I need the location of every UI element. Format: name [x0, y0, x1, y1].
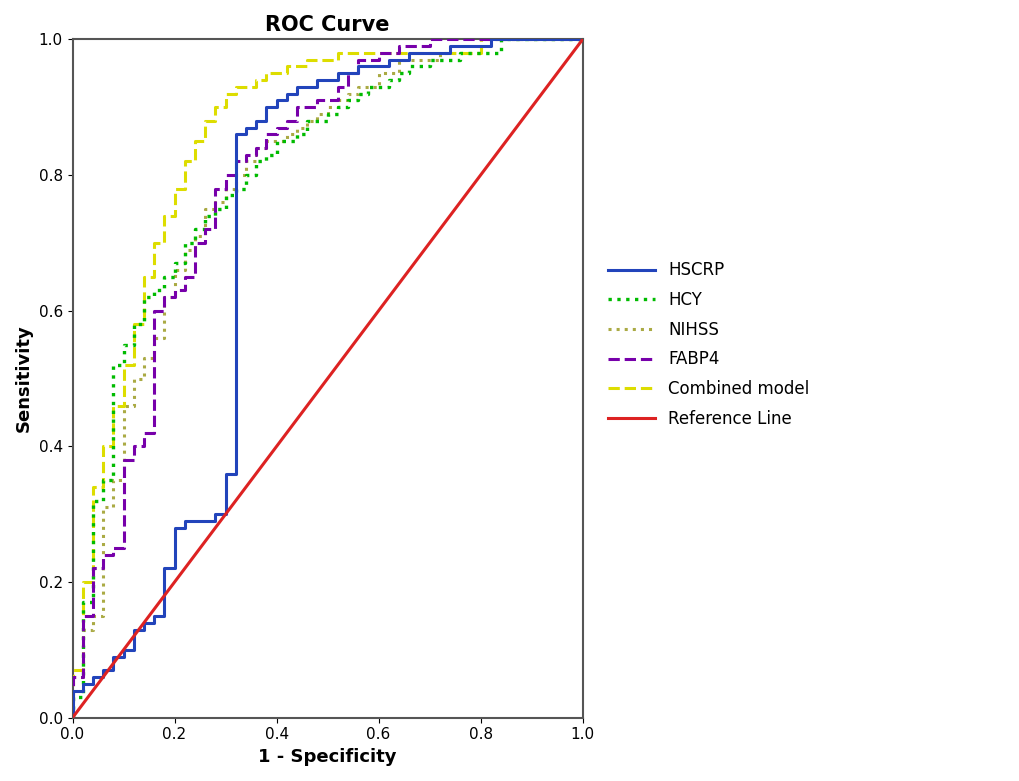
Legend: HSCRP, HCY, NIHSS, FABP4, Combined model, Reference Line: HSCRP, HCY, NIHSS, FABP4, Combined model…: [600, 255, 815, 434]
Y-axis label: Sensitivity: Sensitivity: [15, 325, 33, 433]
Title: ROC Curve: ROC Curve: [265, 15, 389, 35]
X-axis label: 1 - Specificity: 1 - Specificity: [258, 748, 396, 766]
